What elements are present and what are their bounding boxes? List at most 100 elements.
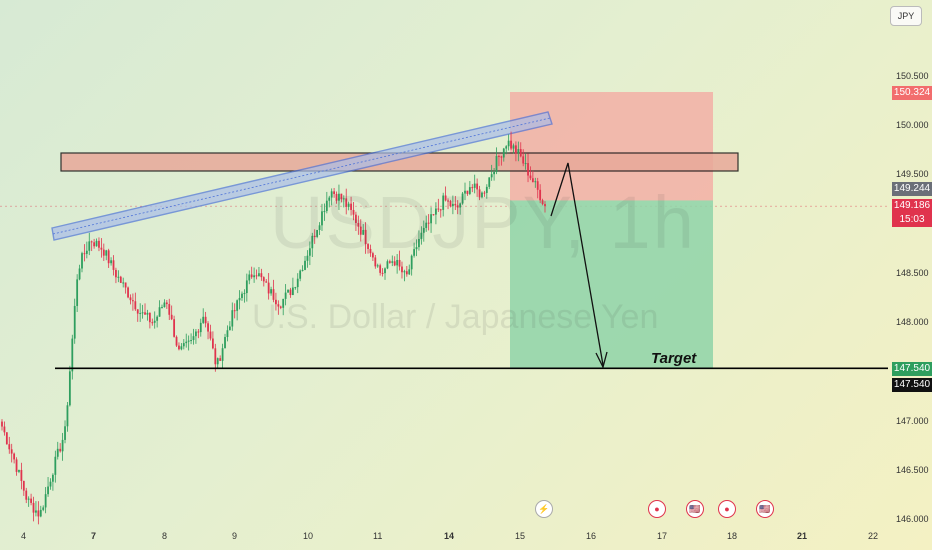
candle-body [289,289,292,296]
candle-body [27,498,30,500]
candle-body [199,322,202,333]
candle-body [478,189,481,198]
candle-body [277,304,280,307]
candle-body [219,358,222,361]
candle-body [338,193,340,201]
candle-body [330,191,333,198]
candle-body [393,261,396,266]
event-dot-icon[interactable]: ● [648,500,666,518]
event-us-flag-icon[interactable]: 🇺🇸 [686,500,704,518]
candle-body [381,272,384,274]
price-tick-label: 149.500 [896,169,929,180]
candle-body [345,198,348,207]
candle-body [161,307,163,309]
candle-body [405,271,408,275]
candle-body [536,181,539,190]
candle-body [304,260,306,270]
candle-body [248,274,251,281]
candle-body [238,297,241,301]
candle-body [190,340,192,342]
candle-body [236,300,239,311]
candle-body [500,156,503,158]
candle-body [437,208,440,210]
candle-body [352,209,355,215]
candle-body [100,247,103,250]
candle-body [529,175,532,179]
event-lightning-icon[interactable]: ⚡ [535,500,553,518]
candle-body [391,261,394,263]
candle-body [110,260,112,264]
candle-body [134,301,137,310]
candle-body [301,269,304,271]
candle-body [515,145,517,154]
candle-body [22,480,25,491]
candle-body [371,253,374,258]
projection-path [550,162,604,366]
candle-body [512,145,515,149]
candle-body [141,312,144,314]
stop-price-label: 150.324 [892,86,932,100]
candle-body [168,304,171,315]
rising-channel [51,111,553,241]
candle-body [403,271,406,273]
candle-body [124,282,127,288]
event-us-flag-icon[interactable]: 🇺🇸 [756,500,774,518]
time-tick-label: 4 [21,531,27,541]
time-tick-label: 14 [444,531,455,541]
candle-body [10,449,13,454]
candle-body [88,241,91,251]
candle-body [427,222,430,224]
watermark-symbol: USDJPY, 1h [270,181,696,264]
candle-body [425,222,428,228]
candle-body [42,507,45,510]
candle-body [340,193,343,200]
candle-body [449,201,452,207]
candle-body [507,140,510,147]
current-price-label: 149.186 [892,199,932,213]
price-tick-label: 146.000 [896,514,929,524]
candle-body [413,249,415,256]
event-dot-icon[interactable]: ● [718,500,736,518]
candle-body [117,276,120,278]
candle-body [541,200,544,205]
candle-body [105,250,108,256]
candle-body [207,323,209,332]
price-tick-label: 147.000 [896,415,929,426]
candle-body [204,316,207,324]
time-tick-label: 17 [657,531,668,541]
candle-body [498,156,500,158]
candle-body [527,163,529,176]
candle-body [18,469,20,472]
candle-body [270,289,272,294]
candle-body [245,280,248,294]
candle-body [284,292,287,299]
candle-body [226,330,229,338]
candle-body [517,149,520,154]
candle-body [211,338,214,349]
price-tick-label: 148.500 [896,267,929,278]
time-tick-label: 11 [373,531,383,541]
candle-body [321,211,323,226]
candle-body [325,200,328,212]
candle-body [158,307,161,317]
candle-body [396,259,399,266]
candle-body [83,253,86,255]
candle-body [473,183,476,188]
candle-body [483,192,486,194]
candle-body [282,298,285,308]
candle-body [39,509,42,517]
candle-body [519,149,522,157]
candle-body [241,293,243,298]
time-tick-label: 8 [162,531,168,541]
candle-body [73,305,76,339]
channel-midline [52,117,551,235]
candle-body [357,222,360,227]
candle-body [148,312,151,323]
candle-body [136,309,139,314]
currency-badge[interactable]: JPY [890,6,922,26]
candle-body [291,287,294,296]
candle-body [122,282,125,284]
candle-body [364,229,367,245]
candle-body [52,474,54,482]
